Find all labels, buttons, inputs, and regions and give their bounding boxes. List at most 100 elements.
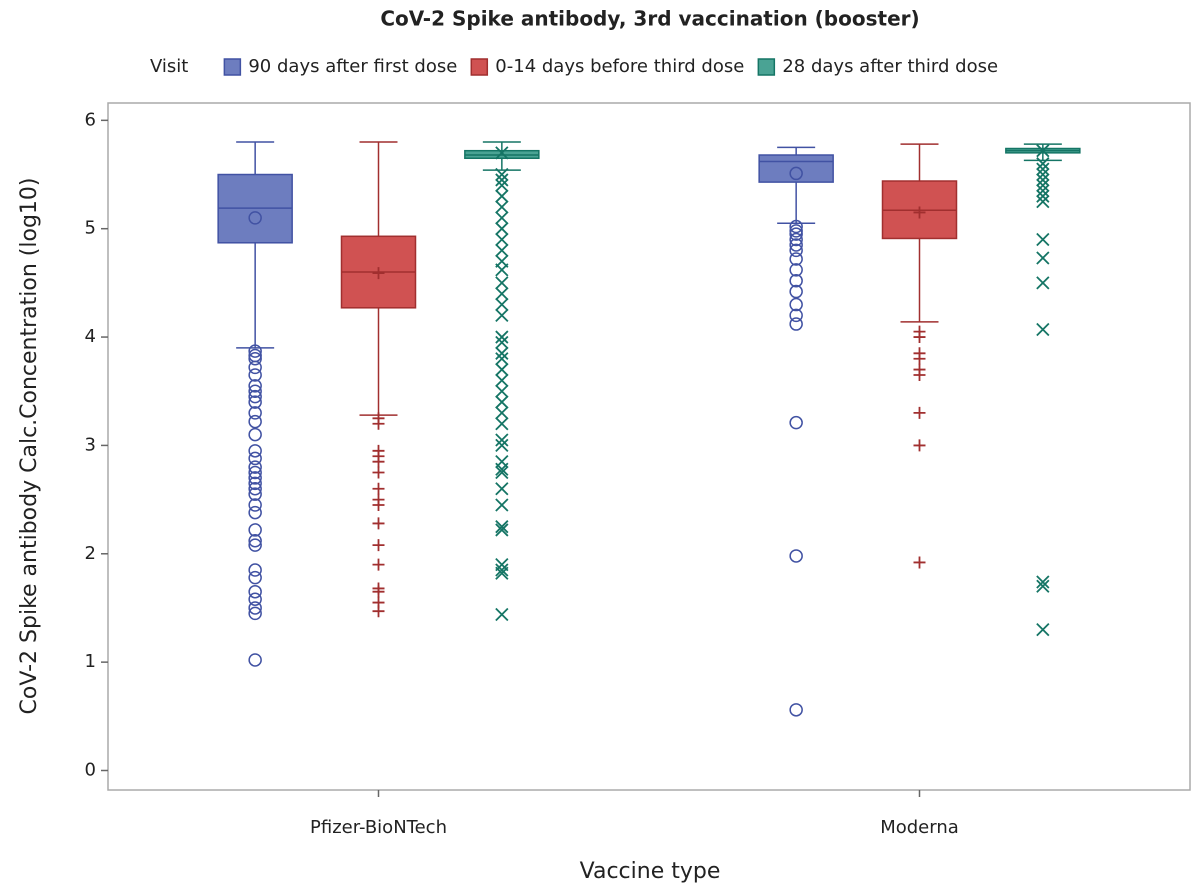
outlier xyxy=(789,297,803,312)
outlier xyxy=(248,592,262,607)
outlier xyxy=(495,335,509,350)
outlier xyxy=(789,263,803,277)
legend-label: 90 days after first dose xyxy=(248,56,457,77)
outlier xyxy=(495,417,509,431)
outlier xyxy=(789,252,803,266)
y-tick-label: 5 xyxy=(85,218,96,239)
legend-swatch xyxy=(223,58,242,76)
outlier xyxy=(495,433,509,447)
outlier xyxy=(1036,322,1050,337)
outlier xyxy=(248,384,262,398)
outlier xyxy=(913,556,926,569)
y-tick-label: 2 xyxy=(85,543,96,564)
outlier xyxy=(495,287,509,301)
outlier xyxy=(913,331,926,344)
outlier xyxy=(1036,162,1050,176)
outlier xyxy=(248,538,262,552)
outlier xyxy=(789,243,803,258)
legend-label: 28 days after third dose xyxy=(782,56,998,77)
outlier xyxy=(248,482,262,496)
outlier xyxy=(372,417,385,430)
outlier xyxy=(789,224,803,238)
outlier xyxy=(789,238,803,252)
box xyxy=(758,154,834,183)
outlier xyxy=(495,189,509,203)
outlier xyxy=(495,173,509,187)
outlier xyxy=(1036,232,1050,247)
outlier xyxy=(248,451,262,466)
outlier xyxy=(372,558,385,571)
outlier xyxy=(913,406,926,419)
outlier xyxy=(248,427,262,442)
outlier xyxy=(789,227,803,241)
outlier xyxy=(248,601,262,615)
y-tick-label: 0 xyxy=(85,759,96,780)
outlier xyxy=(495,607,509,622)
outlier xyxy=(248,465,262,480)
outlier xyxy=(248,505,262,520)
outlier xyxy=(495,178,509,192)
outlier xyxy=(789,273,803,288)
outlier xyxy=(789,308,803,323)
outlier xyxy=(248,395,262,409)
outlier xyxy=(372,499,385,512)
outlier xyxy=(495,523,509,537)
outlier xyxy=(495,465,509,480)
outlier xyxy=(372,605,385,618)
outlier xyxy=(1036,184,1050,198)
outlier xyxy=(248,563,262,577)
outlier xyxy=(495,232,509,247)
outlier xyxy=(372,482,385,495)
outlier xyxy=(1036,194,1050,209)
outlier xyxy=(1036,157,1050,171)
outlier xyxy=(1036,276,1050,290)
outlier xyxy=(1036,575,1050,589)
outlier xyxy=(248,606,262,621)
outlier xyxy=(495,167,509,182)
outlier xyxy=(495,438,509,453)
x-tick-label: Moderna xyxy=(880,817,959,838)
outlier xyxy=(248,379,262,393)
outlier xyxy=(913,368,926,381)
outlier xyxy=(248,368,262,382)
outlier xyxy=(495,566,509,580)
outlier xyxy=(495,498,509,512)
outlier xyxy=(495,330,509,344)
outlier xyxy=(495,373,509,388)
mean-marker xyxy=(495,146,509,160)
mean-marker xyxy=(913,206,926,219)
outlier xyxy=(495,308,509,323)
outlier xyxy=(495,276,509,290)
y-tick-label: 4 xyxy=(85,326,96,347)
outlier xyxy=(495,222,509,236)
y-tick-label: 1 xyxy=(85,651,96,672)
outlier xyxy=(789,232,803,247)
outlier xyxy=(789,549,803,563)
outlier xyxy=(248,344,262,358)
outlier xyxy=(248,523,262,537)
outlier xyxy=(372,539,385,552)
outlier xyxy=(372,585,385,598)
y-axis-label: CoV-2 Spike antibody Calc.Concentration … xyxy=(17,178,42,715)
outlier xyxy=(248,406,262,420)
mean-marker xyxy=(789,166,803,181)
outlier xyxy=(789,284,803,299)
outlier xyxy=(495,384,509,398)
legend-title: Visit xyxy=(150,56,188,77)
x-axis-label: Vaccine type xyxy=(580,859,721,884)
legend: Visit 90 days after first dose 0-14 days b… xyxy=(150,56,998,77)
outlier xyxy=(248,360,262,375)
outlier xyxy=(495,263,509,277)
outlier xyxy=(1036,173,1050,187)
outlier xyxy=(248,460,262,474)
legend-swatch xyxy=(470,58,489,76)
outlier xyxy=(248,570,262,585)
outlier xyxy=(495,200,509,214)
outlier xyxy=(248,476,262,491)
outlier xyxy=(248,498,262,512)
outlier xyxy=(1036,622,1050,637)
outlier xyxy=(372,517,385,530)
outlier xyxy=(372,466,385,479)
legend-label: 0-14 days before third dose xyxy=(495,56,744,77)
outlier xyxy=(495,211,509,225)
